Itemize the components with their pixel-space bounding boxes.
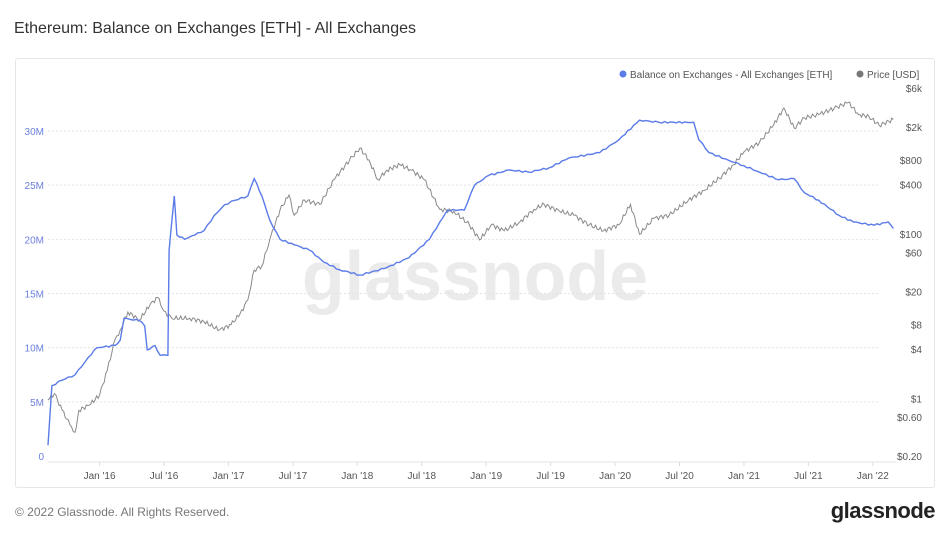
left-axis-tick-label: 20M — [25, 235, 44, 246]
right-axis-tick-label: $400 — [900, 181, 923, 192]
left-axis-tick-label: 5M — [30, 398, 44, 409]
right-axis-tick-label: $0.20 — [897, 452, 922, 463]
chart-frame — [15, 58, 935, 488]
legend-price-marker — [856, 70, 864, 78]
x-axis-tick-label: Jul '17 — [279, 471, 308, 482]
left-axis-tick-label: 0 — [38, 452, 44, 463]
x-axis-tick-label: Jan '20 — [599, 471, 631, 482]
x-axis-tick-label: Jul '21 — [794, 471, 823, 482]
right-axis-tick-label: $6k — [906, 84, 923, 95]
left-axis-tick-label: 25M — [25, 181, 44, 192]
x-axis-tick-label: Jan '16 — [84, 471, 116, 482]
balance-series-line — [47, 119, 894, 446]
chart-title: Ethereum: Balance on Exchanges [ETH] - A… — [14, 20, 416, 37]
right-axis-tick-label: $2k — [906, 123, 923, 134]
right-axis-tick-label: $60 — [905, 248, 922, 259]
x-axis-tick-label: Jan '21 — [728, 471, 760, 482]
x-axis-tick-label: Jan '18 — [341, 471, 373, 482]
right-axis-tick-label: $100 — [900, 230, 923, 241]
left-axis-tick-label: 10M — [25, 344, 44, 355]
price-series-line — [47, 101, 894, 433]
x-axis-tick-label: Jul '19 — [536, 471, 565, 482]
x-axis-tick-label: Jul '18 — [407, 471, 436, 482]
x-axis-tick-label: Jan '22 — [857, 471, 889, 482]
legend-balance[interactable]: Balance on Exchanges - All Exchanges [ET… — [630, 70, 833, 81]
right-axis-tick-label: $1 — [911, 395, 923, 406]
right-axis-tick-label: $0.60 — [897, 413, 922, 424]
left-axis-tick-label: 15M — [25, 290, 44, 301]
x-axis-tick-label: Jul '20 — [665, 471, 694, 482]
legend-balance-marker — [619, 70, 627, 78]
legend-price[interactable]: Price [USD] — [867, 70, 919, 81]
right-axis-tick-label: $4 — [911, 345, 923, 356]
copyright: © 2022 Glassnode. All Rights Reserved. — [15, 505, 230, 519]
right-axis-tick-label: $8 — [911, 320, 923, 331]
glassnode-logo[interactable]: glassnode — [830, 498, 936, 523]
x-axis-tick-label: Jul '16 — [150, 471, 179, 482]
right-axis-tick-label: $20 — [905, 288, 922, 299]
x-axis-tick-label: Jan '17 — [212, 471, 244, 482]
x-axis-tick-label: Jan '19 — [470, 471, 502, 482]
right-axis-tick-label: $800 — [900, 156, 923, 167]
left-axis-tick-label: 30M — [25, 127, 44, 138]
watermark: glassnode — [302, 237, 648, 315]
